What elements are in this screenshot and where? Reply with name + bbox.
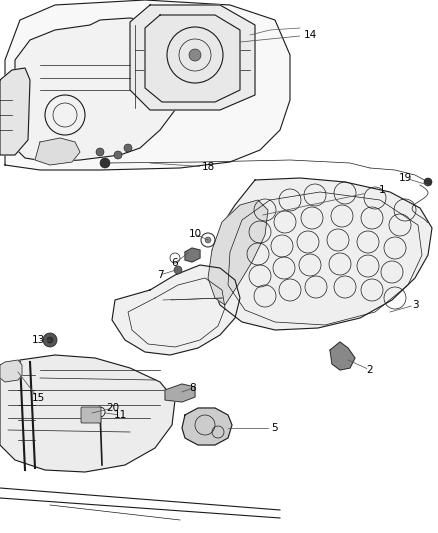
Text: 20: 20 (106, 403, 120, 413)
Text: 19: 19 (399, 173, 412, 183)
Circle shape (47, 337, 53, 343)
Text: 1: 1 (378, 185, 385, 195)
Polygon shape (330, 342, 355, 370)
Circle shape (174, 266, 182, 274)
Circle shape (96, 148, 104, 156)
Text: 15: 15 (32, 393, 45, 403)
Circle shape (100, 158, 110, 168)
Text: 7: 7 (157, 270, 163, 280)
Polygon shape (208, 200, 268, 305)
Polygon shape (165, 384, 195, 402)
Circle shape (189, 49, 201, 61)
Text: 10: 10 (188, 229, 201, 239)
Polygon shape (185, 248, 200, 262)
Circle shape (43, 333, 57, 347)
Text: 13: 13 (32, 335, 45, 345)
Text: 6: 6 (172, 258, 178, 268)
Text: 5: 5 (272, 423, 278, 433)
Polygon shape (5, 0, 290, 170)
Polygon shape (182, 408, 232, 445)
Text: 3: 3 (412, 300, 418, 310)
FancyBboxPatch shape (81, 407, 101, 423)
Polygon shape (0, 355, 175, 472)
Polygon shape (0, 360, 22, 382)
Polygon shape (112, 265, 240, 355)
Polygon shape (145, 15, 240, 102)
Text: 18: 18 (201, 162, 215, 172)
Polygon shape (0, 68, 30, 155)
Text: 11: 11 (113, 410, 127, 420)
Polygon shape (130, 5, 255, 110)
Text: 8: 8 (190, 383, 196, 393)
Polygon shape (15, 18, 190, 162)
Polygon shape (210, 178, 432, 330)
Circle shape (205, 237, 211, 243)
Circle shape (124, 144, 132, 152)
Polygon shape (35, 138, 80, 165)
Text: 14: 14 (304, 30, 317, 40)
Circle shape (114, 151, 122, 159)
Text: 2: 2 (367, 365, 373, 375)
Circle shape (424, 178, 432, 186)
